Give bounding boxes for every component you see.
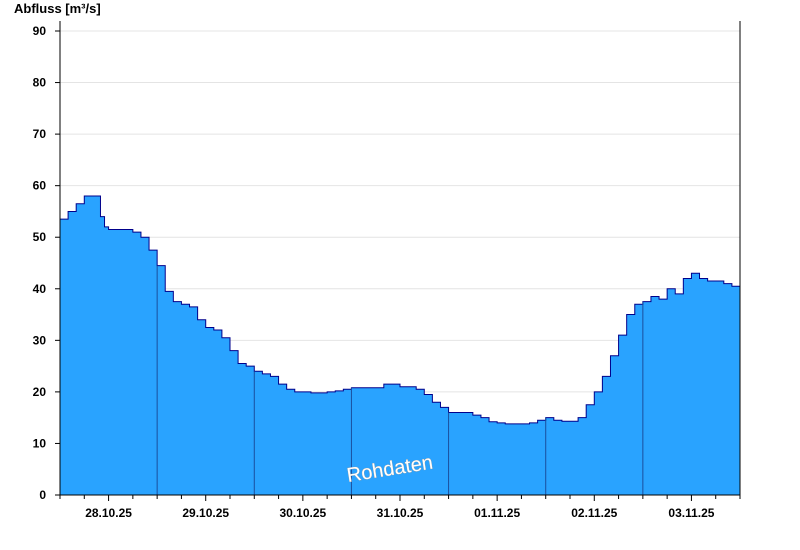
discharge-area: [60, 195, 740, 495]
y-tick-label-20: 20: [33, 385, 47, 399]
x-tick-label-5: 02.11.25: [571, 506, 617, 520]
y-tick-label-60: 60: [33, 179, 47, 193]
x-tick-label-2: 30.10.25: [279, 506, 326, 520]
x-tick-label-3: 31.10.25: [377, 506, 424, 520]
y-tick-labels: 0 10 20 30 40 50 60 70 80 90: [33, 24, 47, 502]
x-tick-label-6: 03.11.25: [668, 506, 714, 520]
x-tick-label-1: 29.10.25: [182, 506, 229, 520]
y-axis-label: Abfluss [m³/s]: [14, 1, 101, 16]
y-tick-label-50: 50: [33, 230, 47, 244]
x-tick-label-0: 28.10.25: [85, 506, 132, 520]
y-tick-label-80: 80: [33, 76, 47, 90]
x-tick-labels: 28.10.25 29.10.25 30.10.25 31.10.25 01.11.25…: [85, 506, 715, 520]
series-area: [60, 195, 741, 495]
y-tick-label-10: 10: [33, 436, 47, 450]
discharge-line: [60, 195, 741, 425]
y-tick-label-40: 40: [33, 282, 47, 296]
y-tick-label-70: 70: [33, 127, 47, 141]
y-tick-label-0: 0: [39, 488, 46, 502]
day-separator-lines: [156, 265, 644, 495]
y-tick-label-30: 30: [33, 333, 47, 347]
axes: [55, 21, 741, 501]
y-tick-label-90: 90: [33, 24, 47, 38]
x-tick-label-4: 01.11.25: [474, 506, 520, 520]
